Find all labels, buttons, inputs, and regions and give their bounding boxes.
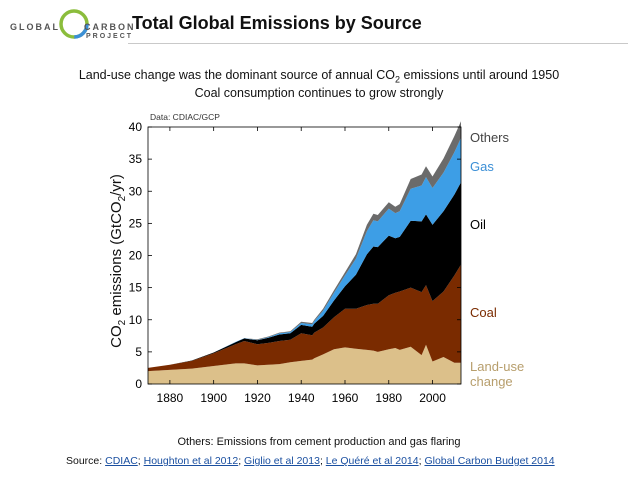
y-tick-label: 5	[135, 345, 142, 359]
series-label-land-use: Land-use	[470, 359, 524, 374]
area-series-oil	[148, 182, 461, 368]
source-line: Source: CDIAC; Houghton et al 2012; Gigl…	[66, 455, 555, 467]
others-note: Others: Emissions from cement production…	[177, 436, 461, 448]
global-carbon-project-logo: GLOBAL CARBON PROJECT	[10, 6, 136, 46]
y-tick-label: 10	[129, 313, 143, 327]
emissions-stacked-area-chart: Data: CDIAC/GCP 0 5 10 15 20 25 30 35 40 1880 1900…	[108, 112, 524, 405]
source-separator-2: ;	[238, 455, 242, 467]
source-link-giglio[interactable]: Giglio et al 2013	[244, 455, 320, 467]
y-tick-label: 25	[129, 216, 143, 230]
source-separator-4: ;	[418, 455, 422, 467]
series-label-others: Others	[470, 130, 510, 145]
y-tick-label: 0	[135, 377, 142, 391]
logo-text-carbon: CARBON	[84, 22, 136, 32]
logo-text-global: GLOBAL	[10, 22, 60, 32]
y-tick-label: 15	[129, 281, 143, 295]
series-label-oil: Oil	[470, 217, 486, 232]
source-separator-3: ;	[319, 455, 323, 467]
source-link-houghton[interactable]: Houghton et al 2012	[143, 455, 239, 467]
subtitle-line-1-suffix: emissions until around 1950	[400, 68, 560, 82]
series-label-gas: Gas	[470, 159, 494, 174]
x-tick-label: 1980	[375, 391, 402, 405]
series-label-land-use-line2: change	[470, 374, 513, 389]
x-tick-label: 2000	[419, 391, 446, 405]
y-axis-label-mid: emissions (GtCO	[108, 201, 125, 319]
source-link-gcb[interactable]: Global Carbon Budget 2014	[424, 455, 555, 467]
page-title: Total Global Emissions by Source	[132, 13, 422, 33]
logo-text-project: PROJECT	[86, 33, 134, 40]
area-series-land-use	[148, 344, 461, 384]
subtitle-line-1: Land-use change was the dominant source …	[0, 68, 638, 85]
source-link-cdiac[interactable]: CDIAC	[105, 455, 138, 467]
y-tick-label: 40	[129, 120, 143, 134]
y-tick-label: 30	[129, 184, 143, 198]
source-separator-1: ;	[137, 455, 141, 467]
y-tick-label: 35	[129, 152, 143, 166]
series-label-coal: Coal	[470, 305, 497, 320]
source-label: Source:	[66, 455, 103, 467]
axes: 0 5 10 15 20 25 30 35 40 1880 1900 1920 1940 1960 1980…	[129, 120, 462, 405]
y-tick-label: 20	[129, 249, 143, 263]
y-axis-label-suffix: /yr)	[108, 174, 125, 196]
x-tick-label: 1880	[157, 391, 184, 405]
x-tick-label: 1960	[332, 391, 359, 405]
source-link-lequere[interactable]: Le Quéré et al 2014	[325, 455, 419, 467]
y-axis-label-prefix: CO	[108, 325, 125, 348]
x-tick-label: 1920	[244, 391, 271, 405]
x-tick-label: 1940	[288, 391, 315, 405]
y-axis-label: CO2 emissions (GtCO2/yr)	[108, 174, 128, 348]
x-tick-label: 1900	[200, 391, 227, 405]
subtitle-line-1-subscript: 2	[395, 74, 401, 85]
logo-ring-icon	[59, 9, 89, 39]
area-layers	[148, 121, 461, 384]
area-series-coal	[148, 264, 461, 372]
y-axis-label-sub2: 2	[117, 195, 128, 201]
title-divider	[128, 43, 628, 44]
subtitle-line-1-prefix: Land-use change was the dominant source …	[78, 68, 396, 82]
y-axis-label-sub: 2	[117, 319, 128, 325]
data-source-label: Data: CDIAC/GCP	[150, 112, 220, 122]
subtitle-line-2: Coal consumption continues to grow stron…	[194, 86, 444, 100]
